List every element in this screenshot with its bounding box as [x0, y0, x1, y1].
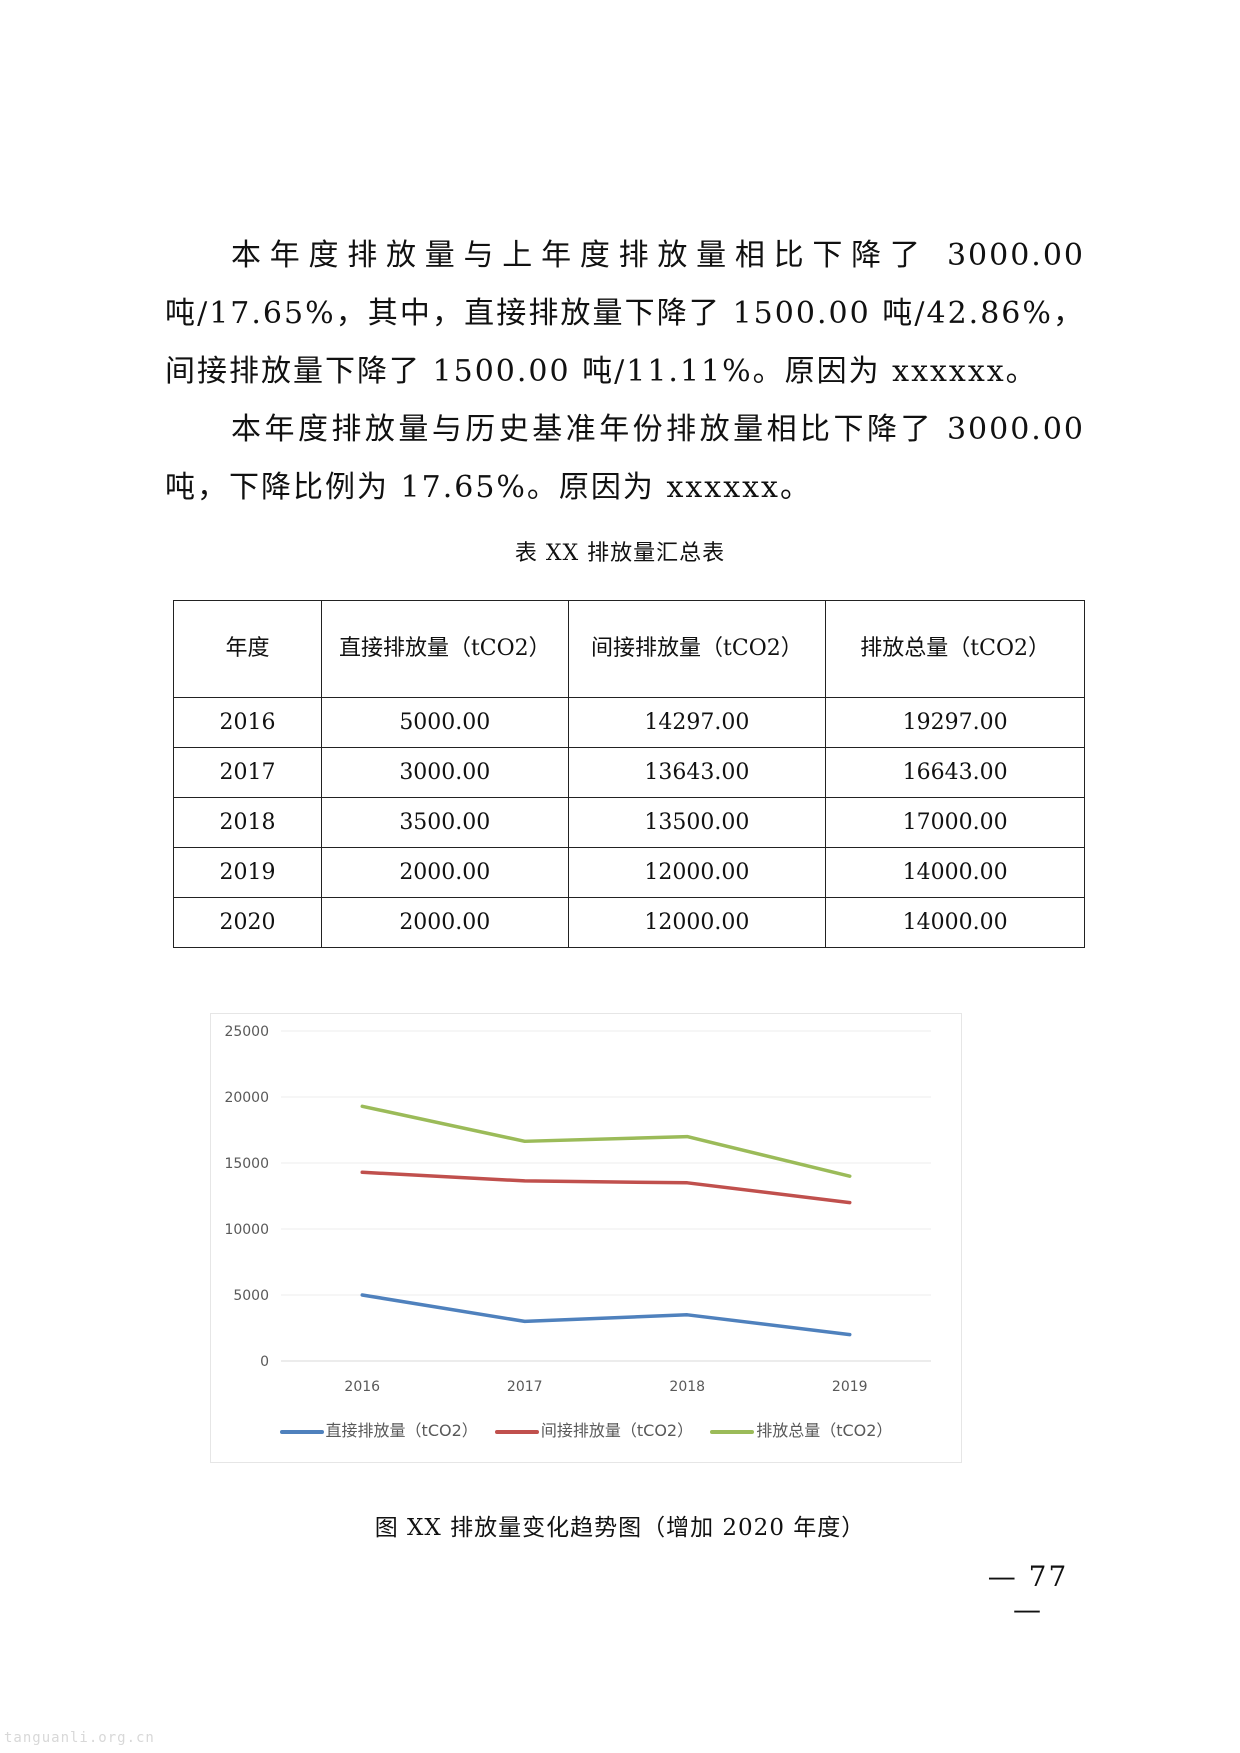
cell-direct: 3000.00	[321, 747, 569, 798]
cell-direct: 2000.00	[321, 897, 569, 948]
cell-year: 2020	[172, 897, 323, 948]
x-tick-label: 2019	[832, 1379, 868, 1395]
table-row: 2018 3500.00 13500.00 17000.00	[172, 797, 1085, 848]
y-tick-label: 20000	[224, 1090, 269, 1106]
legend-label-direct: 直接排放量（tCO2）	[325, 1421, 478, 1440]
legend-label-indirect: 间接排放量（tCO2）	[540, 1421, 694, 1440]
y-tick-label: 5000	[233, 1288, 269, 1304]
cell-total: 14000.00	[825, 847, 1085, 898]
x-tick-label: 2016	[344, 1379, 380, 1395]
y-tick-label: 25000	[224, 1024, 269, 1040]
cell-indirect: 12000.00	[567, 847, 827, 898]
header-year: 年度	[172, 600, 323, 698]
x-tick-label: 2017	[507, 1379, 543, 1395]
cell-indirect: 14297.00	[567, 697, 827, 748]
emissions-trend-chart: 0 5000 10000 15000 20000 25000 2016 2017 2018 201…	[210, 1013, 962, 1463]
figure-caption: 图 XX 排放量变化趋势图（增加 2020 年度）	[374, 1515, 866, 1541]
x-tick-label: 2018	[669, 1379, 705, 1395]
cell-total: 14000.00	[825, 897, 1085, 948]
header-total-emissions: 排放总量（tCO2）	[825, 600, 1085, 698]
legend-item-indirect: 间接排放量（tCO2）	[494, 1417, 694, 1441]
legend-swatch-indirect	[494, 1429, 539, 1434]
y-tick-label: 15000	[224, 1156, 269, 1172]
y-tick-label: 10000	[224, 1222, 269, 1238]
y-tick-label: 0	[260, 1354, 269, 1370]
watermark-text: tanguanli.org.cn	[4, 1730, 155, 1746]
emissions-summary-table: 年度 直接排放量（tCO2） 间接排放量（tCO2） 排放总量（tCO2） 20…	[172, 600, 1085, 948]
table-row: 2019 2000.00 12000.00 14000.00	[172, 847, 1085, 898]
legend-swatch-direct	[279, 1429, 324, 1434]
series-line-0	[360, 1293, 852, 1337]
cell-direct: 3500.00	[321, 797, 569, 848]
cell-total: 17000.00	[825, 797, 1085, 848]
legend-swatch-total	[710, 1429, 755, 1434]
cell-indirect: 13500.00	[567, 797, 827, 848]
cell-total: 16643.00	[825, 747, 1085, 798]
paragraph-baseline-comparison: 本年度排放量与历史基准年份排放量相比下降了 3000.00 吨，下降比例为 17…	[165, 412, 1085, 505]
page-number: — 77 —	[987, 1560, 1069, 1626]
cell-indirect: 13643.00	[567, 747, 827, 798]
paragraph-annual-comparison: 本年度排放量与上年度排放量相比下降了 3000.00 吨/17.65%，其中，直…	[165, 238, 1085, 389]
cell-direct: 2000.00	[321, 847, 569, 898]
cell-year: 2017	[172, 747, 323, 798]
table-row: 2020 2000.00 12000.00 14000.00	[172, 897, 1085, 948]
header-indirect-emissions: 间接排放量（tCO2）	[567, 600, 827, 698]
cell-year: 2019	[172, 847, 323, 898]
cell-indirect: 12000.00	[567, 897, 827, 948]
table-row: 2017 3000.00 13643.00 16643.00	[172, 747, 1085, 798]
legend-label-total: 排放总量（tCO2）	[756, 1421, 893, 1440]
header-direct-emissions: 直接排放量（tCO2）	[321, 600, 569, 698]
legend-item-total: 排放总量（tCO2）	[710, 1417, 892, 1441]
cell-total: 19297.00	[825, 697, 1085, 748]
table-header-row: 年度 直接排放量（tCO2） 间接排放量（tCO2） 排放总量（tCO2）	[172, 600, 1085, 698]
cell-direct: 5000.00	[321, 697, 569, 748]
series-line-1	[360, 1170, 852, 1205]
chart-legend: 直接排放量（tCO2） 间接排放量（tCO2） 排放总量（tCO2）	[211, 1417, 961, 1441]
cell-year: 2018	[172, 797, 323, 848]
table-row: 2016 5000.00 14297.00 19297.00	[172, 697, 1085, 748]
series-line-2	[360, 1104, 852, 1178]
cell-year: 2016	[172, 697, 323, 748]
chart-plot: 0 5000 10000 15000 20000 25000 2016 2017 2018 201…	[224, 1024, 931, 1395]
table-caption: 表 XX 排放量汇总表	[514, 541, 726, 566]
legend-item-direct: 直接排放量（tCO2）	[279, 1417, 478, 1441]
